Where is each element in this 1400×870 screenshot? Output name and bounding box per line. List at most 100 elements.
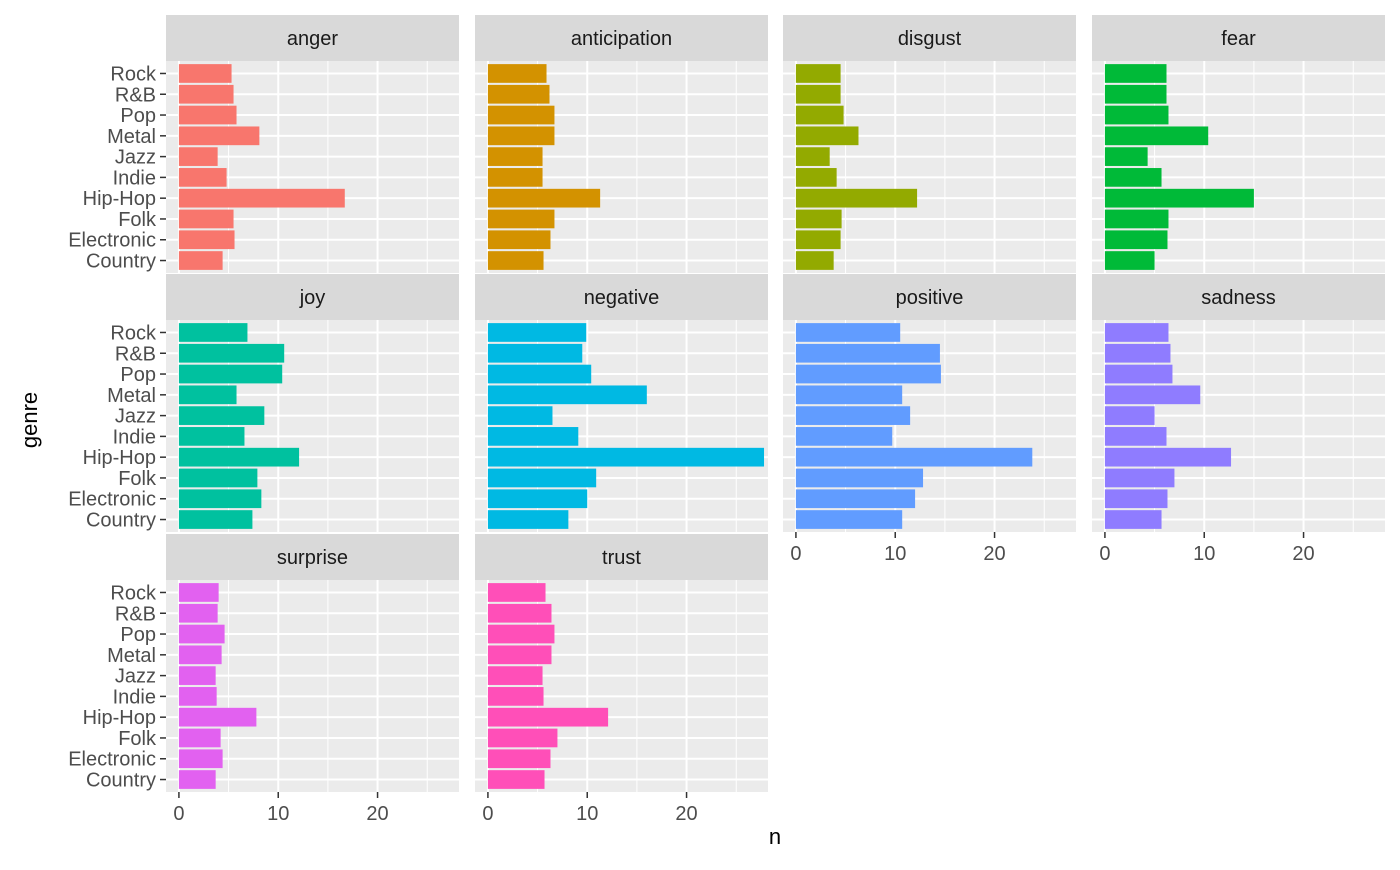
bar-trust-Folk xyxy=(487,728,558,748)
bar-negative-Metal xyxy=(487,385,647,405)
facet-strip-label: anticipation xyxy=(571,28,672,50)
y-tick-label: Electronic xyxy=(68,749,156,771)
facet-panel-sadness: sadness 0 10 20 xyxy=(1092,274,1385,565)
y-tick-label: Jazz xyxy=(115,406,156,428)
bar-anger-Folk xyxy=(178,209,234,229)
bar-disgust-Country xyxy=(795,251,834,270)
bar-anger-Jazz xyxy=(178,147,218,166)
facet-strip-label: disgust xyxy=(898,28,962,50)
y-tick-label: Indie xyxy=(113,686,156,708)
facet-panel-fear: fear xyxy=(1092,15,1385,273)
bar-positive-R&B xyxy=(795,343,940,363)
facet-strip xyxy=(475,274,768,320)
facet-panel-joy: joy CountryElectronicFolkHip-HopIndieJazz… xyxy=(68,274,459,532)
bar-anticipation-Electronic xyxy=(487,230,551,250)
facet-strip xyxy=(166,534,459,580)
bar-fear-Metal xyxy=(1104,126,1209,146)
x-tick-label: 10 xyxy=(884,543,906,565)
bar-negative-Jazz xyxy=(487,406,553,425)
facet-strip-label: sadness xyxy=(1201,287,1276,309)
bar-surprise-Rock xyxy=(178,583,219,602)
bar-fear-Rock xyxy=(1104,64,1167,83)
bar-anger-Metal xyxy=(178,126,260,146)
bar-anticipation-R&B xyxy=(487,84,550,104)
bar-anticipation-Metal xyxy=(487,126,555,146)
bar-anticipation-Pop xyxy=(487,105,555,125)
y-tick-label: Electronic xyxy=(68,230,156,252)
y-tick-label: Pop xyxy=(120,624,156,646)
bar-trust-Electronic xyxy=(487,749,551,769)
bar-positive-Electronic xyxy=(795,489,916,509)
bar-joy-Hip-Hop xyxy=(178,447,300,467)
bar-joy-Pop xyxy=(178,364,283,384)
bar-disgust-Rock xyxy=(795,64,841,83)
y-tick-label: R&B xyxy=(115,84,156,106)
facet-panel-surprise: surprise CountryElectronicFolkHip-HopIndi… xyxy=(68,534,459,825)
bar-fear-Pop xyxy=(1104,105,1169,125)
y-tick-label: Metal xyxy=(107,645,156,667)
bar-sadness-Indie xyxy=(1104,427,1167,446)
bar-sadness-Pop xyxy=(1104,364,1173,384)
bar-anger-Hip-Hop xyxy=(178,188,345,208)
y-tick-label: Pop xyxy=(120,364,156,386)
bar-fear-Folk xyxy=(1104,209,1169,229)
x-tick-label: 20 xyxy=(983,543,1005,565)
y-tick-label: Indie xyxy=(113,167,156,189)
bar-disgust-Jazz xyxy=(795,147,830,166)
bar-fear-Country xyxy=(1104,251,1155,270)
bar-joy-Electronic xyxy=(178,489,262,509)
bar-anger-R&B xyxy=(178,84,234,104)
bar-anticipation-Hip-Hop xyxy=(487,188,601,208)
bar-surprise-R&B xyxy=(178,603,218,623)
bar-anger-Rock xyxy=(178,64,232,83)
bar-anticipation-Country xyxy=(487,251,544,270)
bar-positive-Jazz xyxy=(795,406,911,425)
facet-panels: angerCountryElectronicFolkHip-HopIndieJa… xyxy=(68,15,1385,825)
facet-strip-label: joy xyxy=(299,287,326,309)
bar-fear-Electronic xyxy=(1104,230,1168,250)
y-tick-label: Indie xyxy=(113,426,156,448)
facet-strip xyxy=(783,15,1076,61)
bar-fear-Indie xyxy=(1104,168,1162,187)
x-tick-label: 0 xyxy=(1099,543,1110,565)
facet-panel-disgust: disgust xyxy=(783,15,1076,273)
facet-panel-anger: anger CountryElectronicFolkHip-HopIndieJa… xyxy=(68,15,459,273)
x-tick-label: 20 xyxy=(675,803,697,825)
bar-sadness-Rock xyxy=(1104,323,1169,342)
bar-negative-Hip-Hop xyxy=(487,447,765,467)
y-tick-label: Folk xyxy=(118,209,157,231)
bar-positive-Hip-Hop xyxy=(795,447,1033,467)
x-tick-label: 20 xyxy=(1292,543,1314,565)
facet-strip xyxy=(783,274,1076,320)
bar-joy-R&B xyxy=(178,343,285,363)
bar-disgust-Pop xyxy=(795,105,844,125)
bar-positive-Pop xyxy=(795,364,941,384)
bar-disgust-R&B xyxy=(795,84,841,104)
bar-anger-Pop xyxy=(178,105,237,125)
y-tick-label: R&B xyxy=(115,603,156,625)
facet-strip xyxy=(475,534,768,580)
bar-trust-Jazz xyxy=(487,666,543,685)
bar-joy-Jazz xyxy=(178,406,265,425)
bar-disgust-Metal xyxy=(795,126,859,146)
bar-anger-Indie xyxy=(178,168,227,187)
bar-positive-Rock xyxy=(795,323,901,342)
bar-anticipation-Rock xyxy=(487,64,547,83)
y-axis-title: genre xyxy=(17,392,42,448)
bar-anticipation-Jazz xyxy=(487,147,543,166)
bar-joy-Metal xyxy=(178,385,237,405)
bar-trust-R&B xyxy=(487,603,552,623)
y-tick-label: Jazz xyxy=(115,666,156,688)
bar-trust-Metal xyxy=(487,645,552,665)
facet-panel-trust: trust 0 10 20 xyxy=(475,534,768,825)
bar-disgust-Electronic xyxy=(795,230,841,250)
bar-disgust-Indie xyxy=(795,168,837,187)
x-tick-label: 0 xyxy=(790,543,801,565)
bar-joy-Folk xyxy=(178,468,258,488)
bar-positive-Indie xyxy=(795,427,893,446)
bar-sadness-Country xyxy=(1104,510,1162,529)
bar-negative-Folk xyxy=(487,468,597,488)
facet-strip xyxy=(475,15,768,61)
y-tick-label: Electronic xyxy=(68,489,156,511)
